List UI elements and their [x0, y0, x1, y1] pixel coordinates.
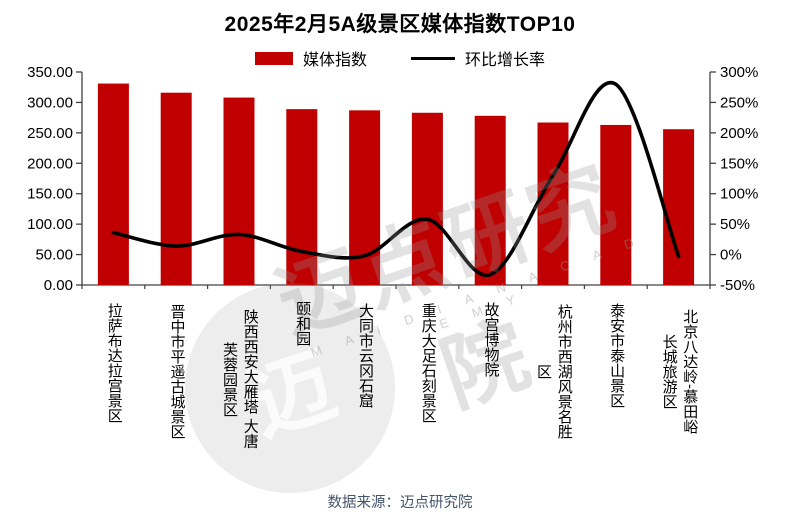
left-axis-label: 250.00: [27, 125, 73, 142]
chart-title: 2025年2月5A级景区媒体指数TOP10: [224, 13, 576, 36]
left-axis-label: 350.00: [27, 64, 73, 81]
bar: [286, 109, 318, 285]
left-axis-label: 300.00: [27, 94, 73, 111]
left-axis-label: 100.00: [27, 216, 73, 233]
bar: [411, 112, 443, 285]
right-axis-label: -50%: [720, 277, 755, 294]
legend-line-label: 环比增长率: [465, 52, 546, 69]
bar: [600, 124, 632, 286]
bar: [160, 92, 192, 285]
left-axis-label: 150.00: [27, 186, 73, 203]
legend-bar-label: 媒体指数: [302, 52, 367, 69]
legend-bar-swatch-icon: [254, 51, 293, 65]
bar: [97, 83, 129, 285]
legend: 媒体指数 环比增长率: [0, 48, 800, 69]
legend-line-swatch-icon: [411, 56, 455, 60]
left-axis-label: 50.00: [35, 247, 73, 264]
right-axis-label: 50%: [720, 216, 750, 233]
bar: [474, 115, 506, 286]
data-source: 数据来源：迈点研究院: [327, 495, 473, 511]
left-axis-label: 200.00: [27, 155, 73, 172]
right-axis-label: 200%: [720, 125, 758, 142]
left-axis-label: 0.00: [44, 277, 73, 294]
right-axis-label: 150%: [720, 155, 758, 172]
growth-line: [111, 80, 681, 277]
right-axis-label: 300%: [720, 64, 758, 81]
right-axis-label: 100%: [720, 186, 758, 203]
bar: [663, 129, 695, 285]
bar: [223, 97, 255, 285]
right-axis-label: 250%: [720, 94, 758, 111]
bar: [537, 122, 569, 285]
right-axis-label: 0%: [720, 247, 742, 264]
